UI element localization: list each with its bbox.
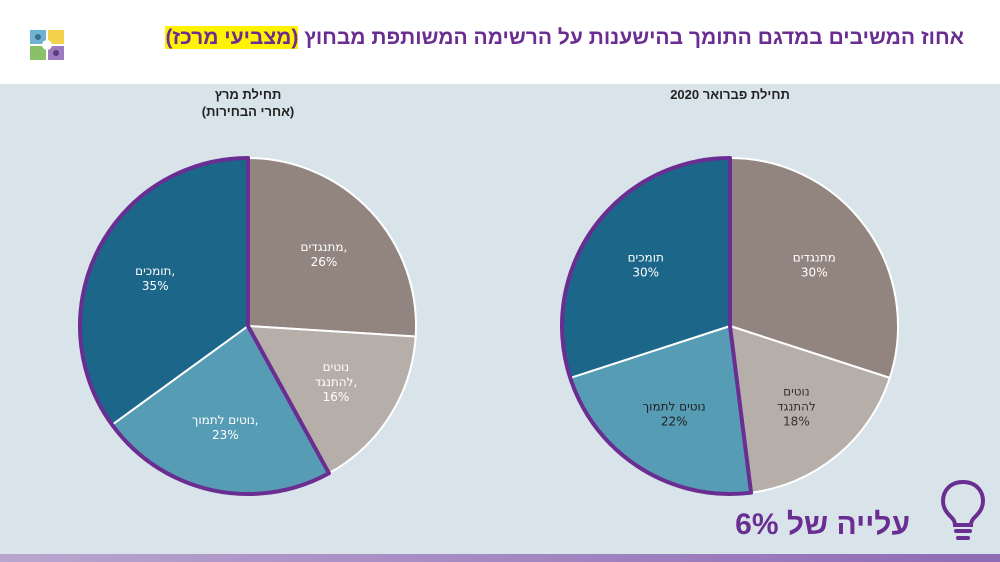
- pie-left-title-line1: תחילת מרץ: [214, 87, 282, 102]
- bottom-bar: [0, 554, 1000, 562]
- pie0-support-highlight: [78, 156, 331, 496]
- title-main: אחוז המשיבים במדגם התומך בהישענות על הרש…: [304, 26, 964, 49]
- pie0-label-supporters-line2: 35%: [142, 279, 169, 293]
- pie0-label-opponents: מתנגדים, 26%: [301, 240, 348, 269]
- pie0-label-lean_oppose-line2: להתנגד,: [315, 375, 358, 389]
- pie0-label-lean_oppose-line1: נוטים: [323, 360, 350, 374]
- pie-left-title-line2: (אחרי הבחירות): [201, 104, 295, 119]
- pie1-label-supporters-line2: 30%: [632, 265, 659, 279]
- pie0-label-lean_support-line1: נוטים לתמוך,: [192, 413, 259, 427]
- pie0-label-lean_oppose: נוטים להתנגד, 16%: [315, 360, 358, 404]
- pie0-label-lean_oppose-line3: 16%: [323, 390, 350, 404]
- lightbulb-icon: [940, 479, 986, 540]
- increase-callout: עלייה של 6%: [735, 508, 910, 541]
- pie0-slice-opponents: [247, 156, 417, 338]
- pie0-label-opponents-line1: מתנגדים,: [301, 240, 348, 254]
- pie-left-title: תחילת מרץ (אחרי הבחירות): [168, 86, 328, 120]
- pie1-label-opponents-line2: 30%: [801, 265, 828, 279]
- puzzle-people-icon: [30, 30, 64, 60]
- pie1-label-lean_oppose-line1: נוטים: [783, 384, 810, 398]
- pie1-slice-lean_oppose: [728, 324, 892, 494]
- slide-header: אחוז המשיבים במדגם התומך בהישענות על הרש…: [0, 0, 1000, 84]
- pie1-label-lean_oppose-line3: 18%: [783, 414, 810, 428]
- pie1-label-opponents: מתנגדים 30%: [793, 250, 836, 279]
- pie1-label-lean_support-line1: נוטים לתמוך: [643, 399, 706, 413]
- title-highlight: (מצביעי מרכז): [165, 26, 299, 49]
- slide-title: אחוז המשיבים במדגם התומך בהישענות על הרש…: [165, 26, 964, 50]
- pie0-label-lean_support: נוטים לתמוך, 23%: [192, 413, 259, 442]
- pie0-label-supporters-line1: תומכים,: [135, 264, 175, 278]
- pie0-slice-lean_oppose: [246, 324, 417, 475]
- pie1-label-supporters-line1: תומכים: [628, 250, 664, 264]
- pie0-label-lean_support-line2: 23%: [212, 428, 239, 442]
- pie1-label-lean_oppose: נוטים להתנגד 18%: [777, 384, 816, 428]
- pie1-label-lean_support-line2: 22%: [661, 414, 688, 428]
- pie-right-title-line1: תחילת פברואר 2020: [670, 87, 790, 102]
- pie1-support-highlight: [560, 156, 754, 496]
- pie1-label-lean_oppose-line2: להתנגד: [777, 399, 816, 413]
- pie0-label-opponents-line2: 26%: [311, 255, 338, 269]
- pie0-label-supporters: תומכים, 35%: [135, 264, 175, 293]
- pie1-label-supporters: תומכים 30%: [628, 250, 664, 279]
- pie1-label-opponents-line1: מתנגדים: [793, 250, 836, 264]
- pie1-label-lean_support: נוטים לתמוך 22%: [643, 399, 706, 428]
- pie1-slice-opponents: [729, 156, 899, 380]
- pie-right-title: תחילת פברואר 2020: [620, 86, 840, 103]
